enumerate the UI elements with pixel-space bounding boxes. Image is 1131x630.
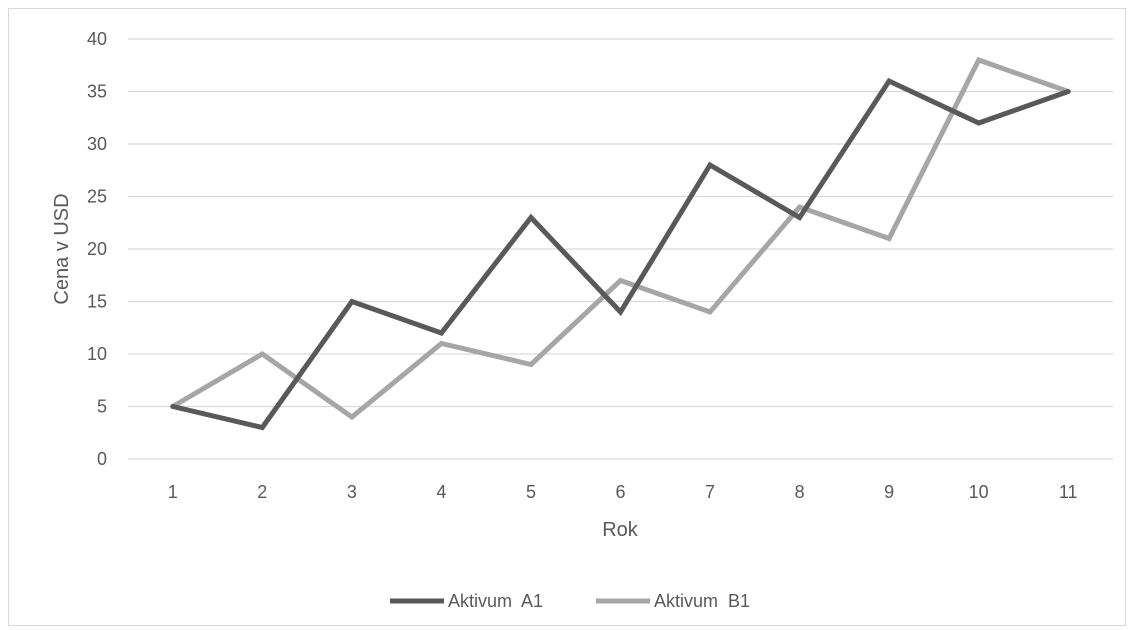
y-tick-label: 35 [87,82,107,102]
x-tick-label: 5 [526,482,536,502]
x-tick-label: 11 [1059,482,1078,502]
y-tick-label: 30 [87,134,107,154]
y-tick-label: 25 [87,187,107,207]
x-tick-label: 7 [705,482,715,502]
y-tick-label: 5 [97,397,107,417]
x-tick-label: 6 [615,482,625,502]
series-lines [170,56,1071,431]
legend-label: Aktivum B1 [654,591,750,611]
x-tick-label: 10 [969,482,989,502]
y-tick-label: 20 [87,239,107,259]
legend: Aktivum A1 Aktivum B1 [390,591,750,611]
x-axis-title: Rok [602,519,639,541]
chart-frame [8,8,1126,626]
legend-label: Aktivum A1 [448,591,543,611]
x-tick-label: 3 [347,482,357,502]
x-tick-label: 2 [257,482,267,502]
y-tick-label: 0 [97,449,107,469]
x-tick-label: 4 [436,482,446,502]
x-tick-label: 1 [168,482,178,502]
series-line-1 [170,77,1071,431]
x-tick-label: 9 [884,482,894,502]
x-axis-ticks: 1 2 3 4 5 6 7 8 9 10 11 [168,482,1078,502]
y-tick-label: 10 [87,344,107,364]
y-axis-title: Cena v USD [51,193,73,304]
y-axis-ticks: 0 5 10 15 20 25 30 35 40 [87,29,107,469]
y-tick-label: 40 [87,29,107,49]
x-tick-label: 8 [795,482,805,502]
gridlines [128,38,1113,460]
series-line-2 [170,56,1071,421]
y-tick-label: 15 [87,292,107,312]
